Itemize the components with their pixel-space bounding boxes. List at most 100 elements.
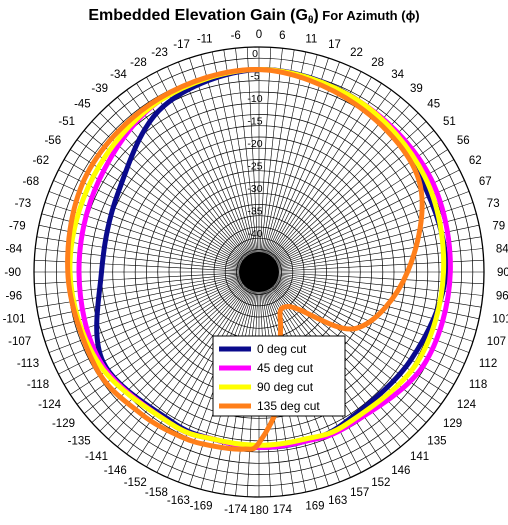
angle-tick-label: -73 (15, 198, 32, 210)
radial-tick-label: -40 (247, 228, 262, 240)
angle-tick-label: 84 (496, 244, 508, 256)
radial-tick-label: -45 (247, 251, 262, 263)
legend-label: 135 deg cut (257, 399, 320, 413)
angle-tick-label: 62 (469, 155, 482, 167)
grid-spoke (58, 169, 260, 273)
angle-tick-label: 163 (328, 495, 347, 507)
radial-tick-label: -15 (247, 116, 262, 128)
grid-spoke (117, 271, 260, 448)
angle-tick-label: -6 (231, 30, 241, 42)
grid-spoke (108, 271, 260, 440)
grid-spoke (258, 271, 480, 320)
legend-label: 90 deg cut (257, 380, 314, 394)
angle-tick-label: -158 (145, 487, 168, 499)
angle-tick-label: -62 (32, 155, 49, 167)
angle-tick-label: 174 (273, 504, 293, 516)
grid-spoke (235, 48, 260, 273)
grid-spoke (258, 271, 474, 342)
angle-tick-label: -174 (224, 504, 248, 516)
angle-tick-label: 73 (487, 198, 500, 210)
angle-tick-label: 17 (328, 39, 341, 51)
radial-tick-label: -25 (247, 161, 262, 173)
radial-tick-label: -20 (247, 138, 262, 150)
angle-tick-label: 34 (391, 69, 404, 81)
angle-tick-label: -51 (58, 116, 75, 128)
grid-spoke (156, 271, 260, 473)
angle-tick-label: 6 (279, 30, 285, 42)
angle-tick-label: -56 (44, 135, 61, 147)
grid-spoke (136, 271, 260, 461)
angle-tick-label: -79 (9, 221, 26, 233)
radial-tick-label: -35 (247, 206, 262, 218)
angle-tick-label: -84 (5, 244, 22, 256)
series-curve (65, 66, 425, 452)
grid-spoke (258, 61, 340, 273)
grid-spoke (258, 271, 435, 414)
grid-spoke (99, 112, 260, 273)
angle-tick-label: 22 (350, 47, 363, 59)
angle-tick-label: 90 (497, 267, 508, 279)
angle-tick-label: 118 (469, 379, 487, 391)
grid-spoke (63, 159, 260, 273)
grid-spoke (258, 49, 295, 273)
grid-spoke (146, 76, 260, 273)
radial-tick-label: -5 (250, 71, 259, 83)
angle-tick-label: 180 (249, 505, 268, 517)
chart-title: Embedded Elevation Gain (Gθ) For Azimuth… (0, 7, 508, 26)
angle-tick-label: -152 (124, 477, 147, 489)
angle-tick-label: -124 (38, 399, 62, 411)
angle-tick-label: -107 (8, 336, 31, 348)
angle-tick-label: -28 (130, 57, 147, 69)
angle-tick-label: -34 (110, 69, 127, 81)
angle-tick-label: -129 (52, 418, 75, 430)
angle-tick-label: -118 (27, 379, 49, 391)
center-hub (239, 252, 279, 292)
radial-tick-label: -10 (247, 93, 262, 105)
grid-spoke (258, 76, 372, 273)
angle-tick-label: -101 (3, 313, 26, 325)
grid-spoke (258, 54, 318, 273)
angle-tick-label: 152 (371, 477, 390, 489)
grid-spoke (146, 271, 260, 468)
angle-tick-label: -141 (85, 451, 108, 463)
grid-spoke (258, 51, 307, 273)
title-paren: ) (313, 7, 319, 24)
angle-tick-label: 146 (391, 465, 410, 477)
angle-tick-label: 0 (256, 29, 262, 41)
legend: 0 deg cut 45 deg cut 90 deg cut 135 deg cut (212, 335, 346, 417)
radial-tick-label: -30 (247, 183, 262, 195)
gain-curves (65, 66, 453, 452)
radial-tick-labels: 0 -5 -10 -15 -20 -25 -30 -35 -40 -45 (247, 48, 262, 263)
grid-spoke (258, 271, 477, 331)
angle-tick-label: 45 (427, 99, 440, 111)
grid-spoke (167, 66, 260, 273)
grid-spoke (189, 57, 260, 273)
grid-spoke (156, 71, 260, 273)
angle-tick-label: 124 (457, 399, 477, 411)
angle-tick-label: -39 (91, 83, 108, 95)
title-azimuth-text: For Azimuth (ϕ) (318, 8, 420, 23)
grid-spoke (258, 48, 283, 273)
angle-tick-label: -135 (68, 435, 91, 447)
grid-spoke (126, 271, 260, 455)
legend-label: 0 deg cut (257, 342, 307, 356)
grid-spoke (200, 54, 260, 273)
angle-tick-label: -17 (173, 39, 190, 51)
radial-tick-label: 0 (252, 48, 258, 60)
grid-spoke (246, 47, 260, 273)
angle-tick-label: 101 (492, 313, 508, 325)
angle-tick-label: 11 (305, 34, 317, 46)
grid-spoke (258, 104, 410, 273)
angle-tick-label: 107 (487, 336, 506, 348)
angle-tick-label: -113 (17, 358, 39, 370)
angle-tick-label: -96 (5, 290, 22, 302)
grid-spoke (258, 47, 272, 273)
angle-tick-label: -163 (167, 495, 190, 507)
grid-spoke (48, 191, 260, 273)
angle-tick-label: 39 (410, 83, 423, 95)
grid-spoke (178, 61, 260, 273)
angle-tick-label: 129 (443, 418, 462, 430)
angle-tick-label: 96 (496, 290, 508, 302)
angle-tick-label: 67 (479, 176, 492, 188)
angle-tick-label: -23 (151, 47, 168, 59)
